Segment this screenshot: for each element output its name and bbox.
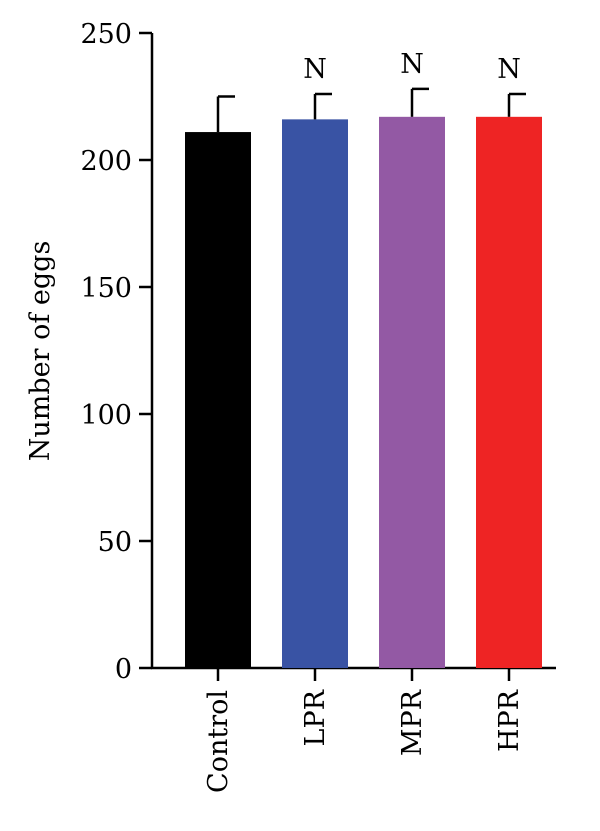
bars xyxy=(185,116,542,669)
bar-lpr xyxy=(282,119,348,669)
x-tick-label-lpr: LPR xyxy=(300,689,331,746)
bar-control xyxy=(185,132,251,668)
error-bars xyxy=(216,87,526,133)
labels: 0 50 100 150 200 250 Control LPR N MPR N HPR N xyxy=(80,19,525,793)
x-tick-label-control: Control xyxy=(203,690,234,793)
x-tick-label-hpr: HPR xyxy=(494,689,525,752)
y-tick-label: 200 xyxy=(80,146,132,177)
y-tick-label: 0 xyxy=(115,654,132,685)
bar-mpr xyxy=(379,116,445,668)
y-tick-label: 50 xyxy=(98,527,132,558)
y-tick-label: 250 xyxy=(80,19,132,50)
y-tick-label: 100 xyxy=(80,400,132,431)
y-axis-label: Number of eggs xyxy=(25,241,56,462)
y-tick-label: 150 xyxy=(80,273,132,304)
significance-label-mpr: N xyxy=(400,49,424,80)
bar-hpr xyxy=(476,116,542,668)
significance-label-lpr: N xyxy=(303,54,327,85)
significance-label-hpr: N xyxy=(497,54,521,85)
x-tick-label-mpr: MPR xyxy=(397,689,428,756)
